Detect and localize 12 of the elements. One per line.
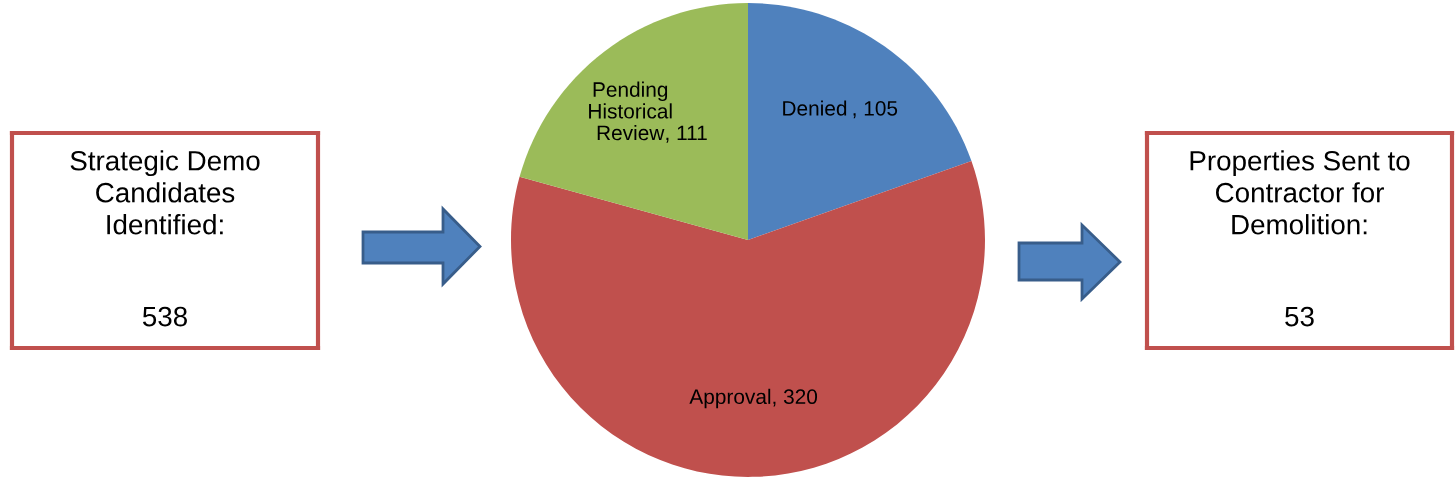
text: 538	[142, 306, 187, 327]
slice-label: Denied	[783, 100, 847, 116]
pie-slice	[511, 160, 985, 477]
text: Properties Sent to Contractor for Demolition:	[1190, 150, 1410, 235]
data-label: , 111	[666, 125, 707, 143]
slice-label: Approval	[689, 388, 771, 409]
pie-slice	[748, 3, 972, 240]
data-label: , 105	[853, 100, 898, 119]
text: 53	[1285, 306, 1314, 327]
text: Strategic Demo Candidates Identified:	[70, 150, 260, 235]
data-label: , 320	[773, 389, 818, 407]
pie-slice	[519, 3, 748, 240]
